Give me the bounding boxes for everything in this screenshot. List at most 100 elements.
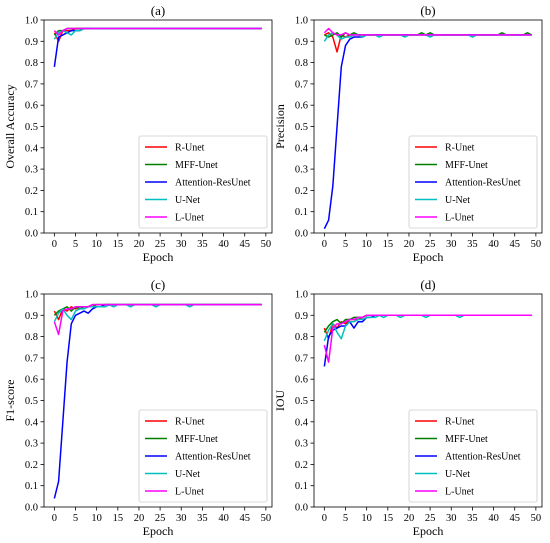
y-tick-label: 0.6	[25, 101, 38, 112]
y-tick-label: 0.2	[25, 460, 38, 471]
panel-title: (a)	[151, 3, 165, 18]
y-tick-label: 1.0	[25, 290, 38, 301]
chart-panel-b: 0 5 10 15 20 25 30 35 40 45 50 0.0 0.1 0.2 0.3 0.4 0.5 0.…	[273, 3, 543, 264]
legend-label: R-Unet	[445, 143, 475, 154]
x-axis-label: Epoch	[143, 250, 174, 264]
x-tick-label: 5	[343, 513, 348, 524]
series-line-l-unet	[323, 27, 532, 36]
x-tick-label: 15	[113, 239, 124, 250]
x-tick-label: 15	[383, 239, 394, 250]
x-tick-label: 45	[239, 513, 250, 524]
chart-panel-d: 0 5 10 15 20 25 30 35 40 45 50 0.0 0.1 0.2 0.3 0.4 0.5 0.…	[273, 277, 543, 538]
x-tick-label: 30	[176, 239, 187, 250]
legend-label: R-Unet	[175, 417, 205, 428]
x-tick-label: 20	[134, 513, 145, 524]
y-tick-label: 0.1	[25, 207, 38, 218]
y-tick-label: 0.1	[295, 207, 308, 218]
x-tick-label: 50	[261, 513, 272, 524]
x-tick-label: 45	[509, 513, 520, 524]
x-tick-label: 10	[361, 239, 372, 250]
y-tick-label: 0.8	[25, 58, 38, 69]
y-tick-label: 0.9	[25, 37, 38, 48]
series-line-attention-resunet	[53, 27, 262, 67]
panel-title: (c)	[151, 277, 165, 292]
y-tick-label: 0.8	[295, 332, 308, 343]
x-tick-label: 10	[361, 513, 372, 524]
legend: R-Unet MFF-Unet Attention-ResUnet U-Net L-Un…	[138, 409, 268, 503]
x-tick-label: 45	[239, 239, 250, 250]
legend-label: Attention-ResUnet	[175, 178, 251, 189]
legend-label: L-Unet	[445, 213, 474, 224]
y-tick-label: 0.7	[295, 353, 308, 364]
y-axis-label: Precision	[273, 104, 287, 149]
y-tick-label: 0.3	[25, 439, 38, 450]
legend: R-Unet MFF-Unet Attention-ResUnet U-Net L-Un…	[408, 409, 538, 503]
y-tick-label: 0.4	[25, 143, 39, 154]
y-tick-label: 0.7	[25, 79, 38, 90]
y-tick-label: 0.6	[295, 375, 308, 386]
legend-label: Attention-ResUnet	[445, 452, 521, 463]
x-tick-label: 50	[261, 239, 272, 250]
y-tick-label: 1.0	[25, 16, 38, 27]
y-tick-label: 1.0	[295, 16, 308, 27]
legend-label: MFF-Unet	[175, 160, 218, 171]
x-axis-label: Epoch	[143, 524, 174, 538]
legend-box	[138, 409, 268, 503]
y-tick-label: 0.3	[295, 165, 308, 176]
y-tick-label: 0.1	[25, 481, 38, 492]
x-tick-label: 35	[197, 513, 208, 524]
series-line-mff-unet	[53, 27, 262, 36]
series-line-l-unet	[323, 314, 532, 363]
legend-label: L-Unet	[175, 213, 204, 224]
y-tick-label: 0.6	[295, 101, 308, 112]
y-tick-label: 0.6	[25, 375, 38, 386]
legend-box	[408, 135, 538, 229]
y-tick-label: 0.7	[295, 79, 308, 90]
x-tick-label: 35	[197, 239, 208, 250]
x-tick-label: 20	[404, 513, 415, 524]
series-line-attention-resunet	[323, 314, 532, 367]
y-tick-label: 0.4	[295, 143, 309, 154]
y-axis-label: Overall Accuracy	[3, 84, 17, 168]
y-axis-label: F1-score	[3, 380, 17, 422]
y-tick-label: 0.9	[25, 311, 38, 322]
legend-label: Attention-ResUnet	[175, 452, 251, 463]
x-tick-label: 25	[425, 513, 436, 524]
y-tick-label: 0.4	[25, 417, 39, 428]
y-axis-label: IOU	[273, 390, 287, 412]
panel-title: (d)	[420, 277, 435, 292]
y-tick-label: 0.1	[295, 481, 308, 492]
y-tick-label: 0.5	[25, 396, 38, 407]
series-line-mff-unet	[323, 314, 532, 333]
y-tick-label: 0.2	[295, 186, 308, 197]
x-tick-label: 30	[176, 513, 187, 524]
series-line-r-unet	[53, 27, 262, 43]
y-tick-label: 0.9	[295, 37, 308, 48]
x-tick-label: 40	[488, 513, 499, 524]
y-tick-label: 0.2	[25, 186, 38, 197]
y-tick-label: 0.3	[295, 439, 308, 450]
y-tick-label: 0.5	[25, 122, 38, 133]
legend: R-Unet MFF-Unet Attention-ResUnet U-Net L-Un…	[408, 135, 538, 229]
y-tick-label: 0.0	[25, 503, 38, 514]
legend-label: L-Unet	[175, 487, 204, 498]
y-tick-label: 0.0	[25, 229, 38, 240]
x-axis-label: Epoch	[413, 524, 444, 538]
legend-label: R-Unet	[175, 143, 205, 154]
x-tick-label: 10	[91, 513, 102, 524]
x-tick-label: 30	[446, 513, 457, 524]
legend-label: U-Net	[445, 469, 470, 480]
x-tick-label: 40	[488, 239, 499, 250]
legend-box	[138, 135, 268, 229]
x-tick-label: 10	[91, 239, 102, 250]
series-line-u-net	[53, 27, 262, 40]
legend-label: U-Net	[445, 195, 470, 206]
x-tick-label: 5	[73, 239, 78, 250]
legend-label: U-Net	[175, 195, 200, 206]
x-tick-label: 0	[322, 239, 327, 250]
x-tick-label: 25	[155, 239, 166, 250]
x-tick-label: 0	[322, 513, 327, 524]
y-tick-label: 0.2	[295, 460, 308, 471]
x-tick-label: 20	[404, 239, 415, 250]
legend-label: MFF-Unet	[445, 160, 488, 171]
